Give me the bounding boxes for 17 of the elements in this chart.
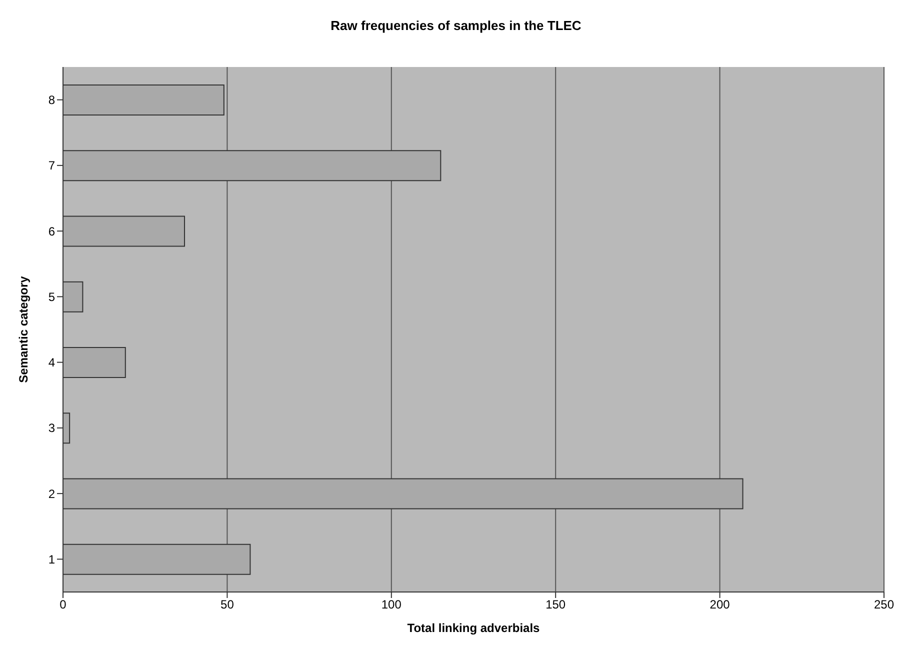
x-tick-label: 150 [546, 598, 566, 612]
y-tick-label: 2 [48, 486, 56, 501]
chart-title: Raw frequencies of samples in the TLEC [330, 17, 582, 35]
y-tick-label: 7 [48, 158, 56, 173]
y-tick-label: 5 [48, 290, 56, 304]
x-tick-label: 250 [874, 598, 894, 612]
y-tick-label: 8 [48, 93, 56, 108]
y-tick-label: 6 [48, 224, 56, 238]
x-tick-label: 100 [381, 598, 402, 612]
y-tick-label: 3 [48, 421, 56, 436]
x-tick-label: 50 [220, 598, 234, 612]
x-tick-label: 0 [60, 598, 67, 612]
y-tick-label: 4 [48, 356, 56, 370]
x-axis-title: Total linking adverbials [407, 621, 540, 635]
x-tick-label: 200 [710, 598, 730, 612]
y-tick-label: 1 [48, 552, 56, 566]
y-axis-title: Semantic category [16, 276, 30, 383]
